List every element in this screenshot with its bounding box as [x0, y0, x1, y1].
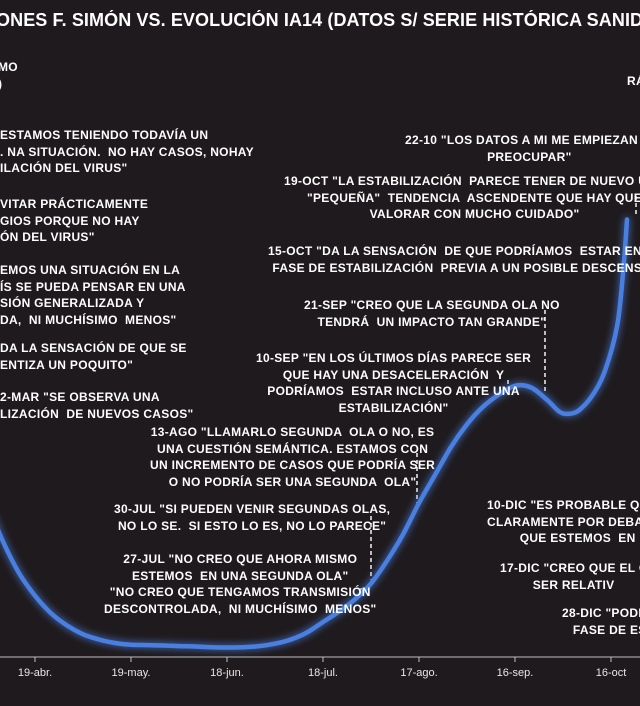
annotation-quote-4: DA LA SENSACIÓN DE QUE SE ENTIZA UN POQU… — [0, 341, 187, 372]
annotation-quote-5: 2-MAR "SE OBSERVA UNA LIZACIÓN DE NUEVOS… — [0, 390, 194, 421]
annotation-10-dic: 10-DIC "ES PROBABLE QUE L CLARAMENTE POR… — [487, 498, 640, 545]
x-tick-label-2: 18-jun. — [210, 667, 244, 679]
annotation-22-oct: 22-10 "LOS DATOS A MI ME EMPIEZAN A PREO… — [405, 133, 638, 164]
annotation-19-oct: 19-OCT "LA ESTABILIZACIÓN PARECE TENER D… — [284, 174, 640, 221]
chart-title: ONES F. SIMÓN VS. EVOLUCIÓN IA14 (DATOS … — [0, 10, 640, 30]
annotation-27-jul: 27-JUL "NO CREO QUE AHORA MISMO ESTEMOS … — [104, 552, 377, 616]
annotation-17-dic: 17-DIC "CREO QUE EL CRE SER RELATIV — [500, 561, 640, 592]
annotation-quote-0: MO ) — [0, 60, 18, 91]
x-axis-ticks — [34, 657, 612, 662]
annotation-quote-2: VITAR PRÁCTICAMENTE GIOS PORQUE NO HAY Ó… — [0, 197, 149, 244]
annotation-quote-1: ESTAMOS TENIENDO TODAVÍA UN . NA SITUACI… — [0, 128, 254, 175]
x-tick-label-1: 19-may. — [111, 667, 151, 679]
annotation-21-sep: 21-SEP "CREO QUE LA SEGUNDA OLA NO TENDR… — [304, 298, 560, 329]
annotation-10-sep: 10-SEP "EN LOS ÚLTIMOS DÍAS PARECE SER Q… — [256, 351, 532, 415]
x-tick-label-3: 18-jul. — [308, 667, 338, 679]
annotation-quote-3: EMOS UNA SITUACIÓN EN LA ÍS SE PUEDA PEN… — [0, 263, 186, 327]
annotation-markers — [360, 196, 637, 590]
annotation-30-jul: 30-JUL "SI PUEDEN VENIR SEGUNDAS OLAS, N… — [114, 502, 391, 533]
annotation-28-dic: 28-DIC "PODRÍ FASE DE ES — [562, 606, 640, 637]
series-line — [0, 217, 630, 650]
x-tick-label-4: 17-ago. — [400, 667, 438, 679]
x-tick-label-0: 19-abr. — [17, 667, 53, 679]
annotation-ra: RÁ — [627, 74, 640, 88]
x-tick-label-5: 16-sep. — [496, 667, 534, 679]
x-tick-label-6: 16-oct — [595, 667, 627, 679]
annotation-15-oct: 15-OCT "DA LA SENSACIÓN DE QUE PODRÍAMOS… — [268, 244, 640, 275]
annotation-13-ago: 13-AGO "LLAMARLO SEGUNDA OLA O NO, ES UN… — [150, 425, 436, 489]
